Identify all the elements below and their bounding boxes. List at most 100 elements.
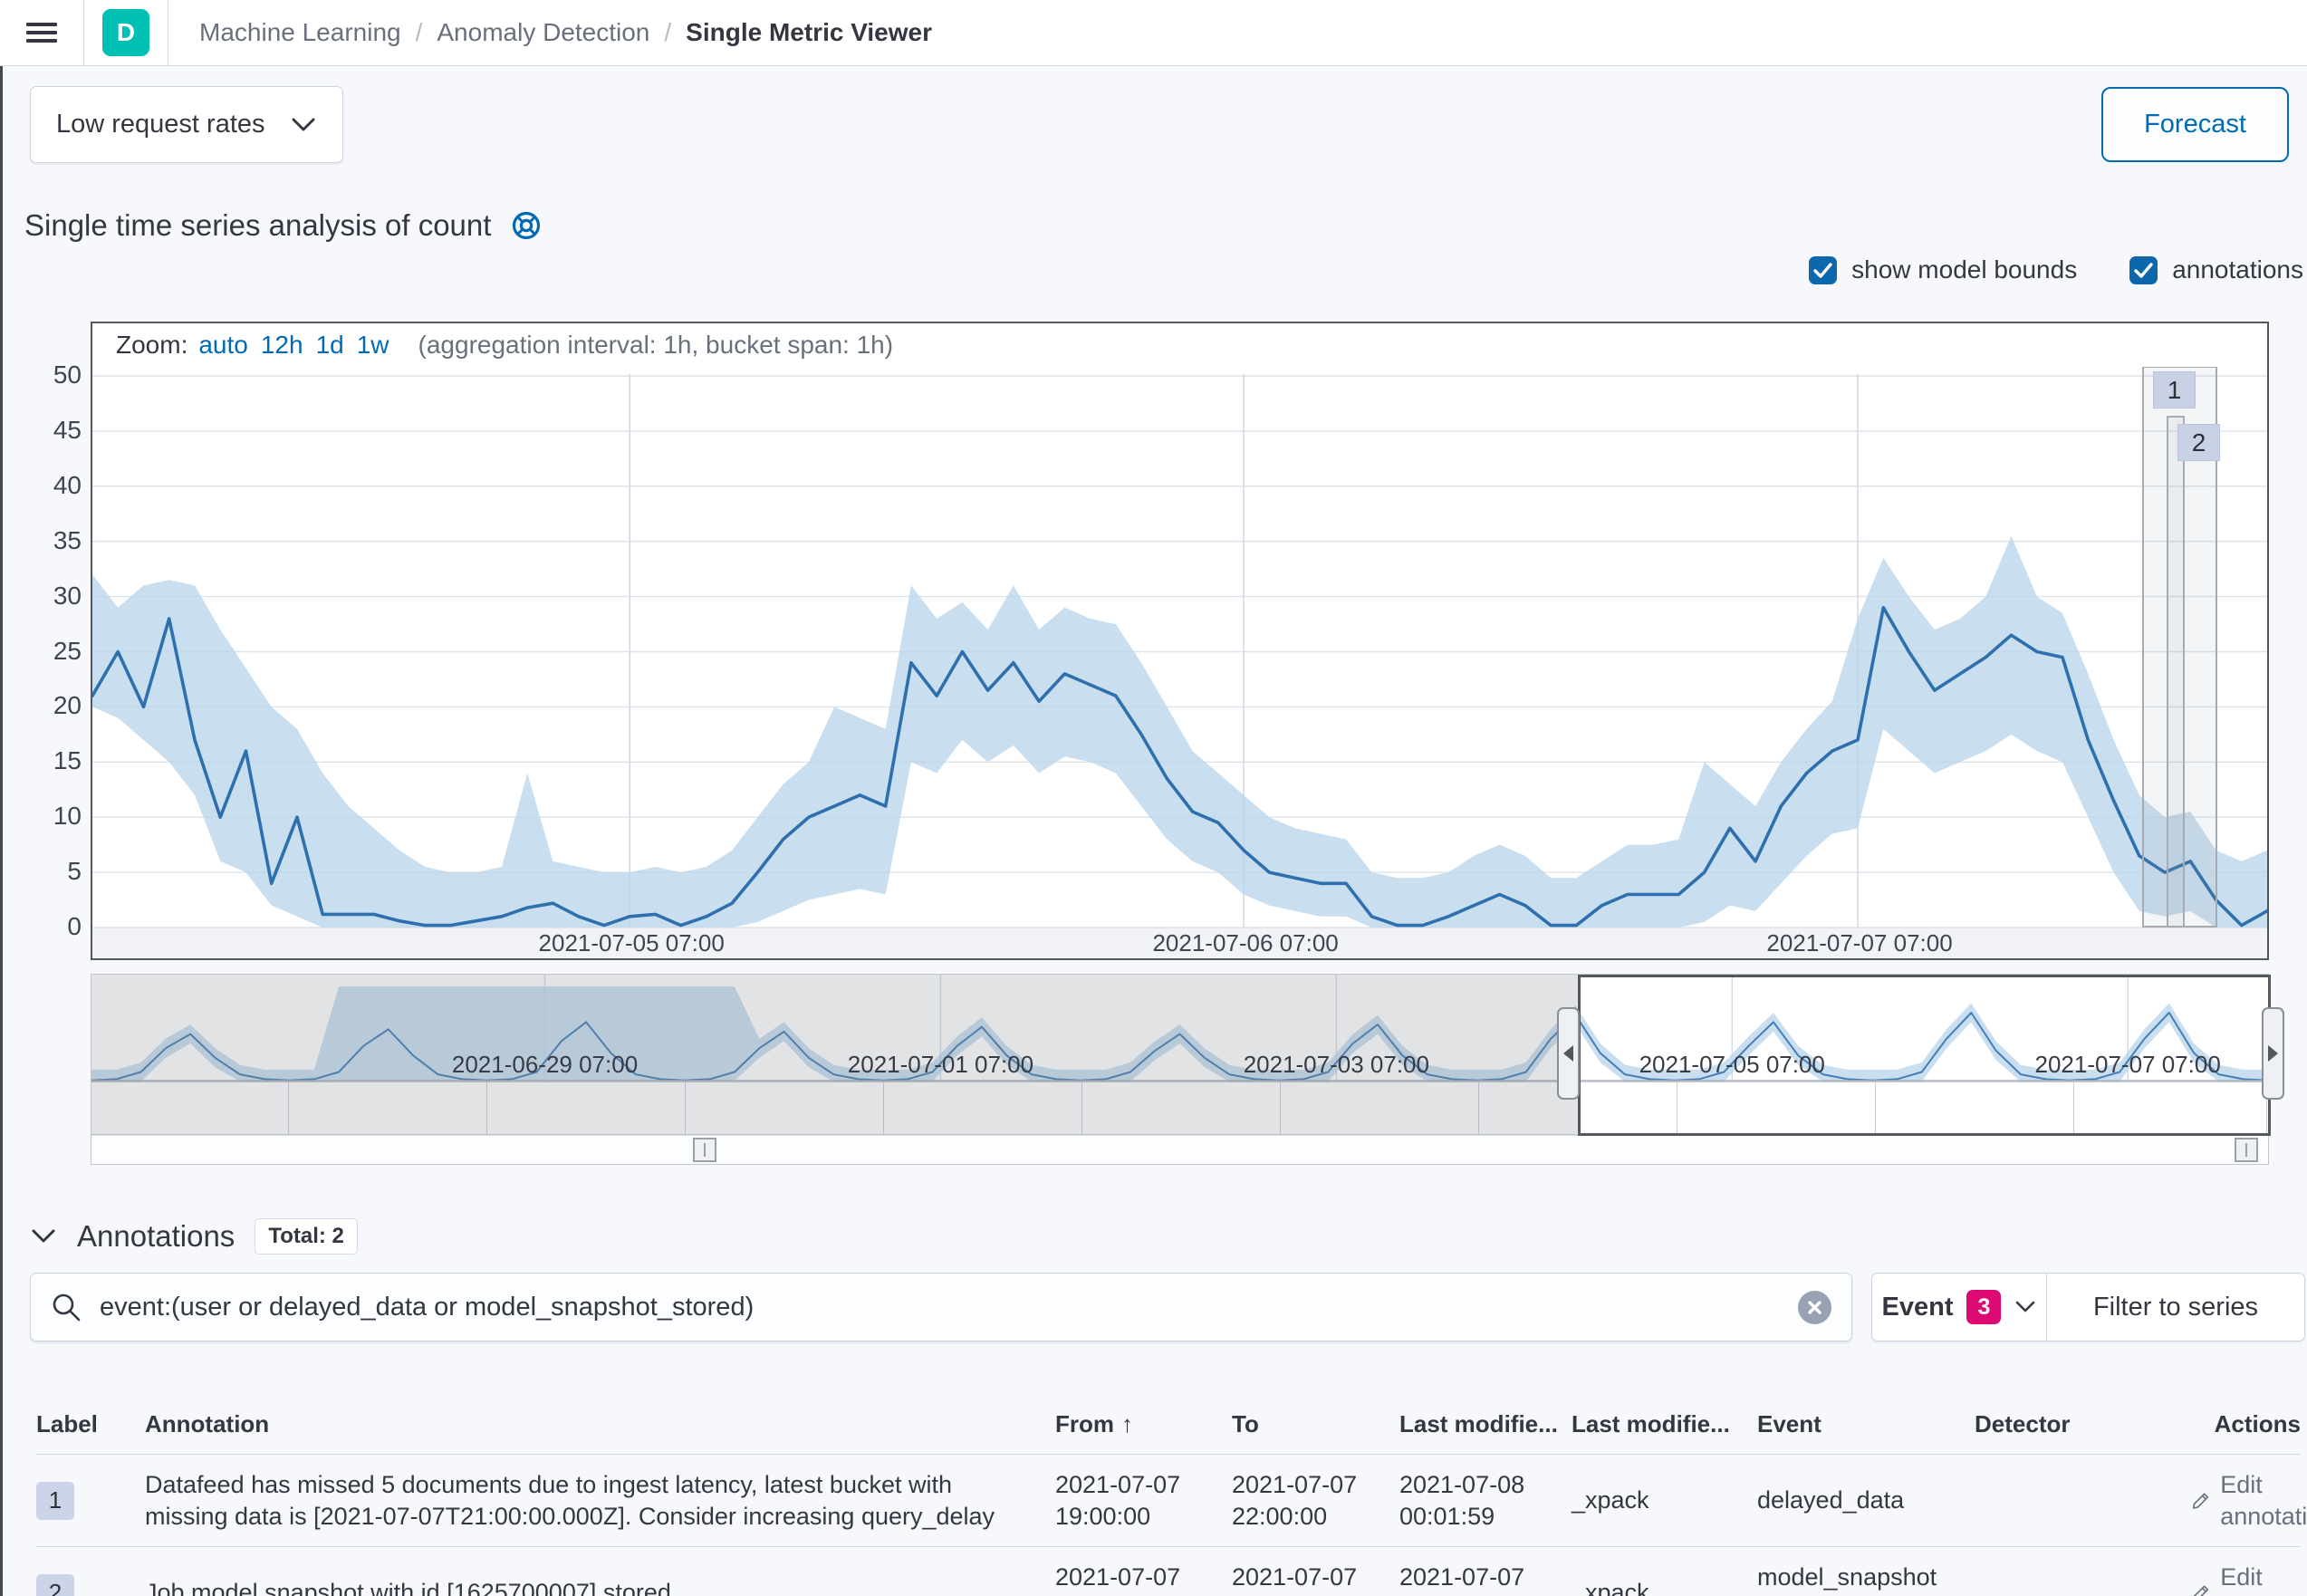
event-filter-label: Event xyxy=(1881,1292,1954,1322)
from-cell: 2021-07-07 19:00:00 xyxy=(1055,1471,1181,1530)
search-icon xyxy=(51,1292,82,1322)
edit-annotation-button[interactable]: Edit annotation xyxy=(2192,1562,2307,1596)
annotations-search-input[interactable]: event:(user or delayed_data or model_sna… xyxy=(30,1273,1852,1341)
hamburger-icon xyxy=(26,18,57,47)
context-chart-plot[interactable] xyxy=(91,975,2268,1082)
annotations-section-header: Annotations Total: 2 xyxy=(30,1218,358,1255)
context-x-axis-label: 2021-07-07 07:00 xyxy=(2034,1051,2221,1078)
brush-grip-left[interactable] xyxy=(693,1138,716,1162)
space-avatar[interactable]: D xyxy=(102,9,149,56)
show-model-bounds-checkbox[interactable]: show model bounds xyxy=(1809,255,2077,284)
column-label: To xyxy=(1232,1410,1259,1437)
main-chart-plot[interactable] xyxy=(92,367,2267,928)
table-row: 1 Datafeed has missed 5 documents due to … xyxy=(36,1455,2307,1548)
chart-options: show model bounds annotations xyxy=(1809,255,2303,284)
zoom-links: auto 12h 1d 1w xyxy=(198,331,389,360)
x-axis: 2021-07-05 07:00 2021-07-06 07:00 2021-07-… xyxy=(92,928,2267,958)
annotation-label-badge: 1 xyxy=(36,1481,74,1520)
y-axis-label: 10 xyxy=(53,802,82,831)
annotations-filter-group: Event 3 Filter to series xyxy=(1871,1273,2305,1341)
column-label: Detector xyxy=(1975,1410,2071,1437)
job-selector-dropdown[interactable]: Low request rates xyxy=(30,86,343,163)
annotation-label-badge: 2 xyxy=(36,1573,74,1596)
help-icon[interactable] xyxy=(511,210,542,241)
annotations-label: annotations xyxy=(2172,255,2303,284)
main-timeseries-chart[interactable]: Zoom: auto 12h 1d 1w (aggregation interval:… xyxy=(91,322,2269,960)
table-header-label[interactable]: Label xyxy=(36,1410,145,1438)
annotation-brush-track[interactable] xyxy=(91,1134,2268,1164)
filter-to-series-button[interactable]: Filter to series xyxy=(2092,1292,2259,1322)
table-header-last-modifie-[interactable]: Last modifie... xyxy=(1572,1410,1757,1438)
chevron-down-icon xyxy=(2014,1300,2036,1314)
pencil-icon xyxy=(2192,1493,2209,1509)
breadcrumb-item[interactable]: Anomaly Detection xyxy=(437,18,650,46)
event-filter-count-badge: 3 xyxy=(1966,1290,2002,1324)
context-x-axis-label: 2021-07-03 07:00 xyxy=(1243,1051,1429,1078)
total-count-badge: Total: 2 xyxy=(255,1218,358,1255)
menu-button[interactable] xyxy=(0,0,83,65)
space-logo-wrap[interactable]: D xyxy=(84,0,168,65)
table-header-from[interactable]: From ↑ xyxy=(1055,1410,1232,1438)
right-arrow-icon xyxy=(2268,1045,2278,1062)
page-title: Single time series analysis of count xyxy=(24,208,542,243)
column-label: Annotation xyxy=(145,1410,270,1437)
aggregation-info: (aggregation interval: 1h, bucket span: … xyxy=(418,331,894,359)
label-cell: 2 xyxy=(36,1573,145,1596)
zoom-link-1w[interactable]: 1w xyxy=(356,331,389,359)
zoom-link-1d[interactable]: 1d xyxy=(315,331,344,359)
breadcrumb-item[interactable]: Machine Learning xyxy=(199,18,401,46)
context-x-axis-label: 2021-06-29 07:00 xyxy=(451,1051,639,1078)
y-axis-label: 45 xyxy=(53,415,82,444)
breadcrumb-separator: / xyxy=(415,18,423,46)
table-header-last-modifie-[interactable]: Last modifie... xyxy=(1399,1410,1572,1438)
zoom-prefix: Zoom: xyxy=(116,331,188,359)
column-label: From xyxy=(1055,1410,1114,1437)
edit-annotation-button[interactable]: Edit annotation xyxy=(2192,1469,2307,1532)
y-axis-label: 0 xyxy=(67,912,82,940)
zoom-bar: Zoom: auto 12h 1d 1w (aggregation interval:… xyxy=(92,323,2267,367)
zoom-link-auto[interactable]: auto xyxy=(198,331,248,359)
context-x-axis-label: 2021-07-01 07:00 xyxy=(847,1051,1034,1078)
table-header-to[interactable]: To xyxy=(1232,1410,1399,1438)
event-cell: model_snapshot_stored xyxy=(1757,1563,1937,1596)
swimlane-cells[interactable] xyxy=(91,1082,2268,1136)
annotation-marker-1[interactable]: 1 xyxy=(2153,371,2196,409)
breadcrumb: Machine Learning / Anomaly Detection / Singl… xyxy=(168,18,932,47)
column-label: Actions xyxy=(2214,1410,2301,1437)
job-selector-label: Low request rates xyxy=(56,110,265,139)
brush-handle-right[interactable] xyxy=(2262,1007,2284,1100)
table-header-event[interactable]: Event xyxy=(1757,1410,1975,1438)
annotations-title: Annotations xyxy=(77,1219,236,1253)
search-query-text: event:(user or delayed_data or model_sna… xyxy=(100,1292,755,1322)
table-header-detector[interactable]: Detector xyxy=(1975,1410,2192,1438)
annotations-checkbox[interactable]: annotations xyxy=(2129,255,2303,284)
annotation-marker-2[interactable]: 2 xyxy=(2177,424,2220,461)
x-axis-label: 2021-07-07 07:00 xyxy=(1766,929,1953,957)
show-model-bounds-label: show model bounds xyxy=(1851,255,2078,284)
context-chart[interactable]: 2021-06-29 07:00 2021-07-01 07:00 2021-07-… xyxy=(91,974,2284,1165)
actions-cell: Edit annotation xyxy=(2192,1469,2307,1532)
forecast-button[interactable]: Forecast xyxy=(2101,87,2289,162)
table-header-actions[interactable]: Actions xyxy=(2192,1410,2301,1438)
to-cell: 2021-07-07 22:00:00 xyxy=(1232,1471,1358,1530)
brush-grip-right[interactable] xyxy=(2235,1138,2258,1162)
actions-cell: Edit annotation xyxy=(2192,1562,2307,1596)
zoom-link-12h[interactable]: 12h xyxy=(260,331,303,359)
context-x-axis-label: 2021-07-05 07:00 xyxy=(1639,1051,1825,1078)
clear-search-button[interactable] xyxy=(1798,1290,1831,1324)
unselected-range-mask xyxy=(91,975,1581,1136)
brush-handle-left[interactable] xyxy=(1556,1007,1580,1100)
last-modified-cell: 2021-07-0723:20:08 xyxy=(1399,1563,1525,1596)
label-cell: 1 xyxy=(36,1481,145,1520)
collapse-chevron-icon[interactable] xyxy=(30,1227,57,1245)
event-filter-dropdown[interactable]: Event 3 xyxy=(1872,1274,2046,1341)
divider xyxy=(83,0,84,65)
last-modified-cell: 2021-07-08 00:01:59 xyxy=(1399,1471,1525,1530)
left-arrow-icon xyxy=(1562,1045,1573,1062)
table-header-row: Label Annotation From ↑ To Last modifie... Las… xyxy=(36,1397,2301,1455)
table-header-annotation[interactable]: Annotation xyxy=(145,1410,1055,1438)
page-title-text: Single time series analysis of count xyxy=(24,208,492,242)
annotation-band-2[interactable] xyxy=(2167,416,2185,928)
table-row: 2 Job model snapshot with id [1625700007]… xyxy=(36,1547,2307,1596)
